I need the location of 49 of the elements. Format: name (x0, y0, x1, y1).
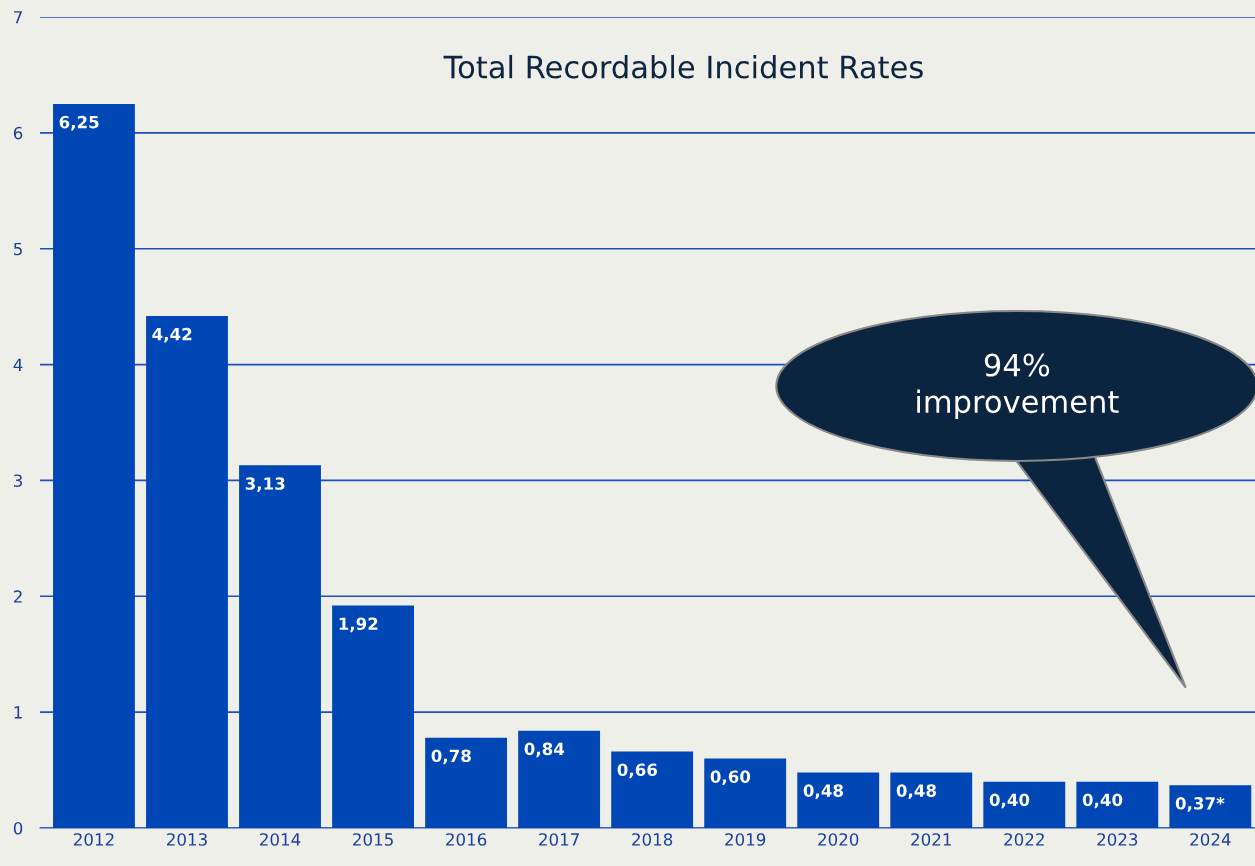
y-tick-label: 3 (14, 474, 22, 487)
bar (425, 737, 508, 828)
x-tick-label: 2017 (539, 833, 579, 846)
bar (983, 781, 1066, 828)
annotation: 94% improvement (917, 353, 1119, 420)
y-tick-label: 6 (13, 126, 23, 140)
bar (704, 758, 787, 828)
data-label: 0,66 (617, 763, 658, 779)
bar (797, 772, 880, 828)
data-label: 0,78 (431, 749, 471, 765)
y-tick-label: 0 (13, 821, 23, 835)
bar (146, 315, 228, 828)
data-label: 6,25 (59, 115, 99, 131)
data-label: 0,84 (524, 742, 565, 758)
data-label: 0,48 (803, 784, 843, 800)
x-tick-label: 2012 (73, 833, 114, 846)
x-tick-label: 2020 (818, 833, 859, 846)
data-label: 0,40 (1082, 793, 1123, 809)
x-tick-label: 2024 (1190, 833, 1231, 846)
bar (1076, 781, 1159, 828)
data-label: 0,40 (989, 793, 1030, 809)
y-tick-label: 1 (14, 706, 22, 719)
x-tick-label: 2014 (260, 833, 301, 846)
y-tick-label: 4 (13, 358, 23, 371)
bar (890, 772, 973, 828)
x-tick-label: 2013 (167, 833, 207, 846)
y-tick-label: 7 (14, 11, 22, 24)
x-tick-label: 2021 (911, 833, 951, 846)
y-tick-label: 5 (14, 242, 22, 256)
data-label: 4,42 (152, 327, 192, 343)
bar (239, 465, 321, 828)
y-tick-label: 2 (13, 590, 22, 603)
bar (518, 730, 601, 828)
text: Total Recordable Incident Rates (443, 54, 923, 79)
data-label: 0,48 (896, 784, 936, 800)
x-tick-label: 2015 (353, 833, 393, 846)
bar (611, 751, 694, 828)
data-label: 1,92 (339, 617, 378, 633)
data-label: 3,13 (245, 477, 285, 492)
x-tick-label: 2019 (725, 833, 766, 846)
data-label: 0,37* (1175, 797, 1225, 812)
data-label: 0,60 (710, 770, 751, 786)
bar (1169, 785, 1252, 828)
x-tick-label: 2022 (1004, 833, 1044, 846)
x-tick-label: 2016 (446, 833, 487, 846)
bar (53, 103, 135, 828)
x-tick-label: 2023 (1097, 833, 1138, 846)
bar (332, 605, 414, 828)
x-tick-label: 2018 (632, 833, 673, 846)
